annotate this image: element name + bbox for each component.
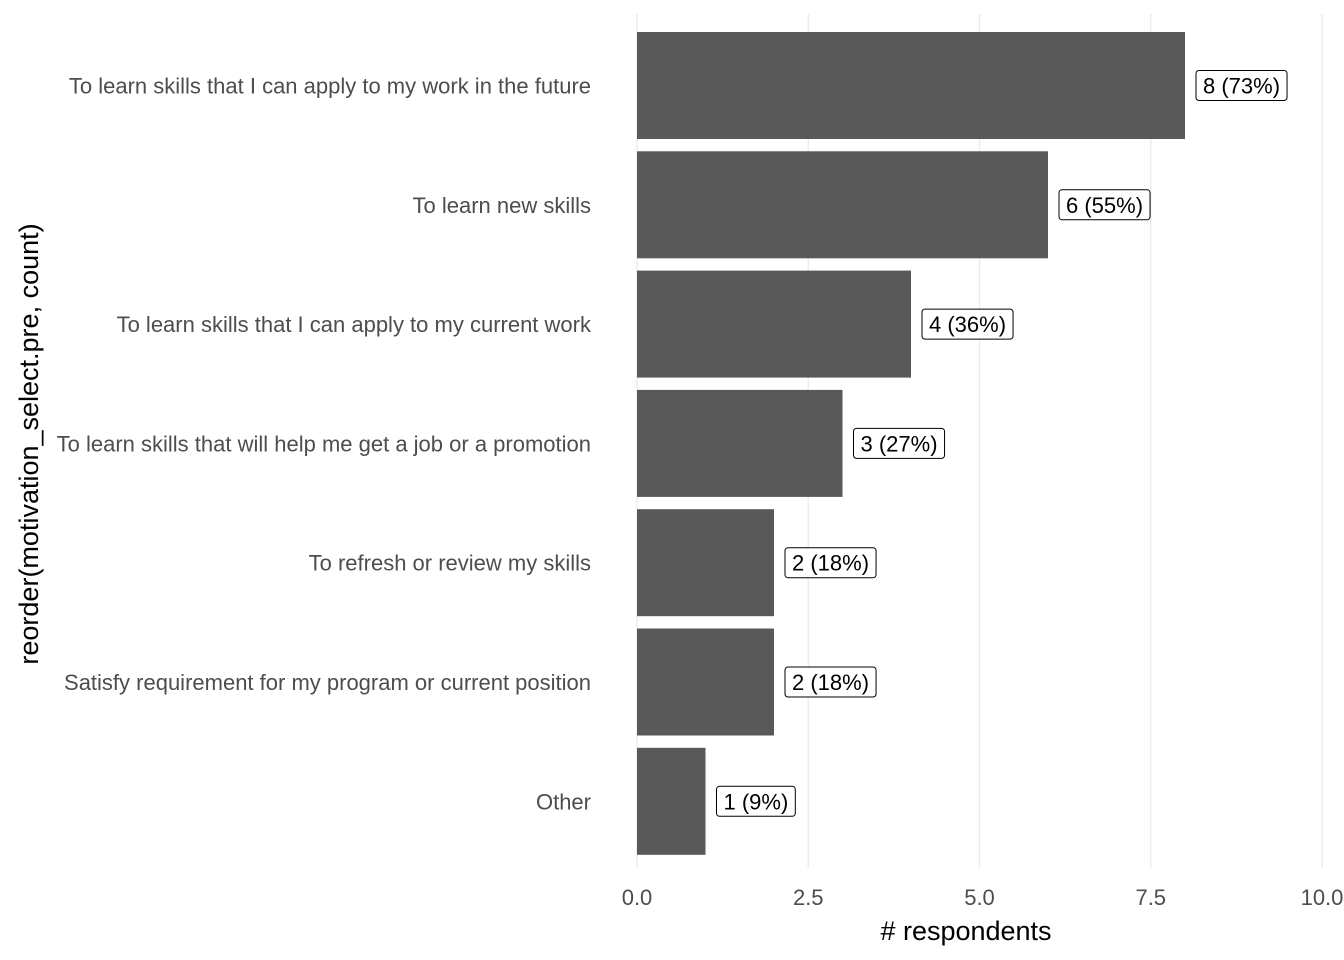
data-label-box <box>784 666 877 698</box>
bar <box>637 747 706 855</box>
data-label: 6 (55%) <box>1058 189 1151 221</box>
x-tick-label: 2.5 <box>793 885 824 910</box>
data-label-text: 2 (18%) <box>792 551 869 576</box>
x-tick-label: 10.0 <box>1301 885 1344 910</box>
data-label-box <box>1058 189 1151 221</box>
data-labels: 8 (73%) 6 (55%) 4 (36%) 3 (27%) 2 (18%) 2 (18… <box>716 70 1288 817</box>
data-label-text: 8 (73%) <box>1203 74 1280 99</box>
bars <box>637 32 1185 855</box>
data-label: 4 (36%) <box>921 308 1014 340</box>
data-label: 2 (18%) <box>784 547 877 579</box>
category-label: To refresh or review my skills <box>309 551 591 576</box>
bar <box>637 509 774 617</box>
category-label: Other <box>536 789 591 814</box>
data-label-box <box>1195 70 1288 101</box>
bar <box>637 389 843 497</box>
data-label-text: 4 (36%) <box>929 312 1006 337</box>
bar <box>637 32 1185 139</box>
category-labels: To learn skills that I can apply to my w… <box>57 74 592 815</box>
x-tick-label: 7.5 <box>1135 885 1166 910</box>
data-label-text: 3 (27%) <box>861 431 938 456</box>
data-label-text: 1 (9%) <box>724 789 789 814</box>
category-label: To learn new skills <box>412 193 591 218</box>
category-label: Satisfy requirement for my program or cu… <box>64 670 591 695</box>
data-label-text: 6 (55%) <box>1066 193 1143 218</box>
data-label-text: 2 (18%) <box>792 670 869 695</box>
bar <box>637 628 774 736</box>
data-label-box <box>853 427 946 459</box>
data-label-box <box>784 547 877 579</box>
data-label: 3 (27%) <box>853 427 946 459</box>
category-label: To learn skills that will help me get a … <box>57 431 591 456</box>
data-label: 8 (73%) <box>1195 70 1288 101</box>
bar <box>637 151 1048 259</box>
category-label: To learn skills that I can apply to my w… <box>69 74 591 99</box>
category-label: To learn skills that I can apply to my c… <box>117 312 592 337</box>
x-tick-label: 5.0 <box>964 885 995 910</box>
data-label-box <box>716 785 796 817</box>
y-axis-title: reorder(motivation_select.pre, count) <box>14 223 44 664</box>
x-axis-title: # respondents <box>880 916 1051 946</box>
bar <box>637 270 911 378</box>
x-tick-label: 0.0 <box>622 885 653 910</box>
data-label-box <box>921 308 1014 340</box>
x-tick-labels: 0.0 2.5 5.0 7.5 10.0 <box>622 885 1344 910</box>
data-label: 1 (9%) <box>716 785 796 817</box>
data-label: 2 (18%) <box>784 666 877 698</box>
